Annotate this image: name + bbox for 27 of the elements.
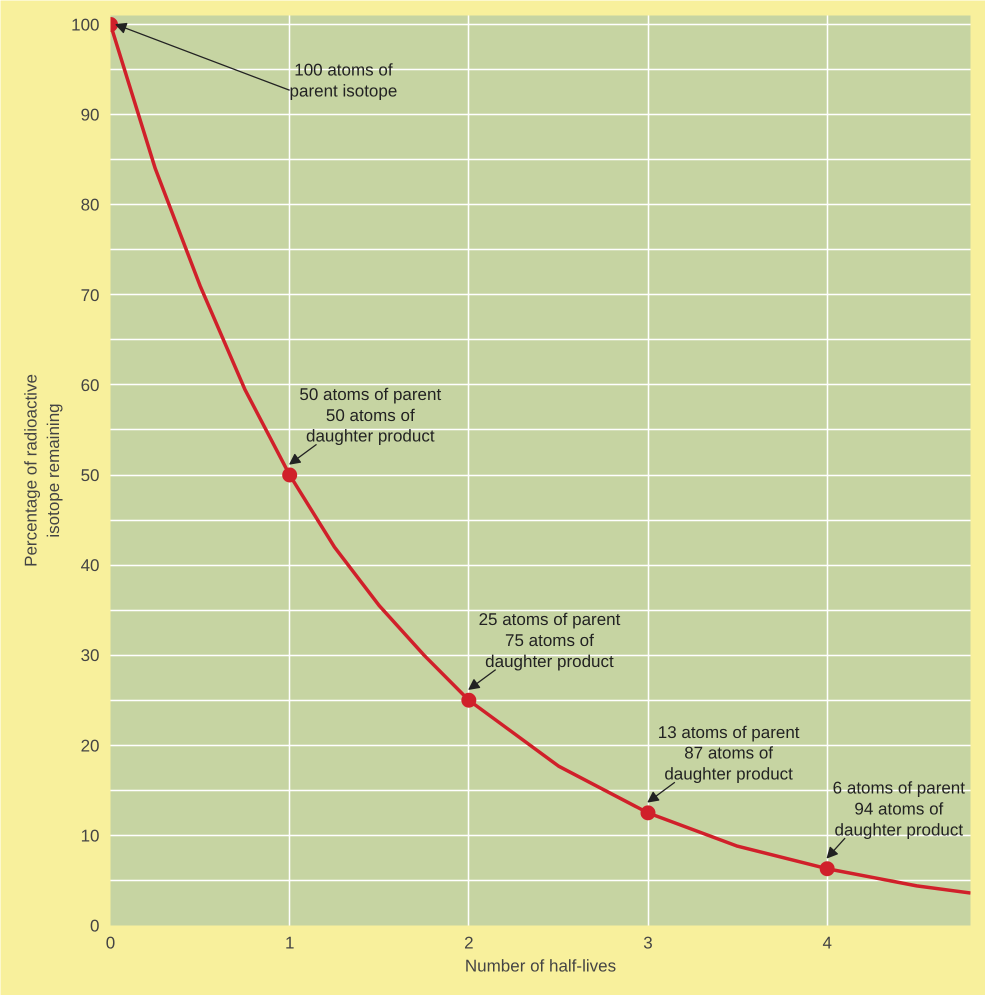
x-tick-label: 0 xyxy=(106,934,116,952)
y-tick-label: 0 xyxy=(90,916,100,936)
y-tick-label: 70 xyxy=(80,286,100,305)
x-tick-label: 3 xyxy=(643,934,653,952)
y-tick-label: 20 xyxy=(80,736,100,756)
point xyxy=(461,692,476,708)
y-tick-label: 100 xyxy=(71,16,100,35)
y-tick-label: 90 xyxy=(80,106,100,125)
y-tick-label: 60 xyxy=(80,376,100,395)
y-tick-label: 30 xyxy=(80,646,100,666)
annotation: 25 atoms of parent 75 atoms of daughter product xyxy=(478,610,621,671)
annotation: 6 atoms of parent 94 atoms of daughter product xyxy=(832,778,966,840)
x-tick-label: 4 xyxy=(822,934,832,952)
y-tick-label: 10 xyxy=(80,826,100,846)
point xyxy=(282,468,298,482)
x-axis-title: Number of half-lives xyxy=(464,956,616,976)
annotation: 50 atoms of parent 50 atoms of daughter product xyxy=(299,384,442,446)
point xyxy=(640,805,656,820)
x-tick-label: 2 xyxy=(464,934,474,952)
x-tick-label: 1 xyxy=(284,934,294,952)
y-tick-label: 40 xyxy=(80,556,100,576)
annotation: 13 atoms of parent 87 atoms of daughter product xyxy=(658,722,800,784)
annotation: 100 atoms of parent isotope xyxy=(290,60,398,100)
y-tick-label: 50 xyxy=(80,466,100,486)
y-tick-label: 80 xyxy=(80,196,100,215)
y-axis-title: Percentage of radioactive isotope remaining xyxy=(21,374,64,567)
point xyxy=(820,861,835,876)
